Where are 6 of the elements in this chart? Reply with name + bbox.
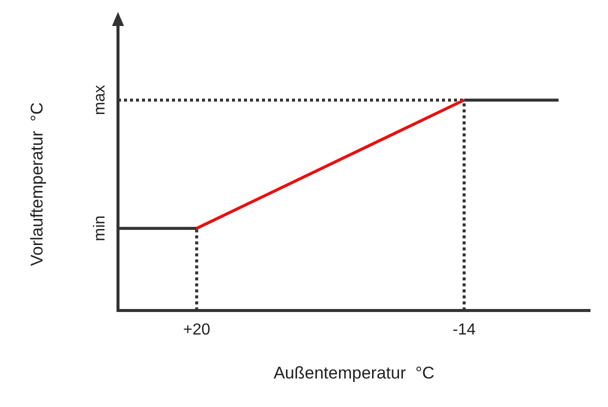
x-tick-label: +20 — [183, 321, 210, 338]
x-axis-title: Außentemperatur °C — [274, 363, 434, 382]
x-tick-label: -14 — [452, 321, 476, 338]
annotation: max — [91, 84, 108, 116]
annotation: min — [91, 215, 108, 242]
y-axis-title: Vorlauftemperatur °C — [28, 102, 47, 266]
